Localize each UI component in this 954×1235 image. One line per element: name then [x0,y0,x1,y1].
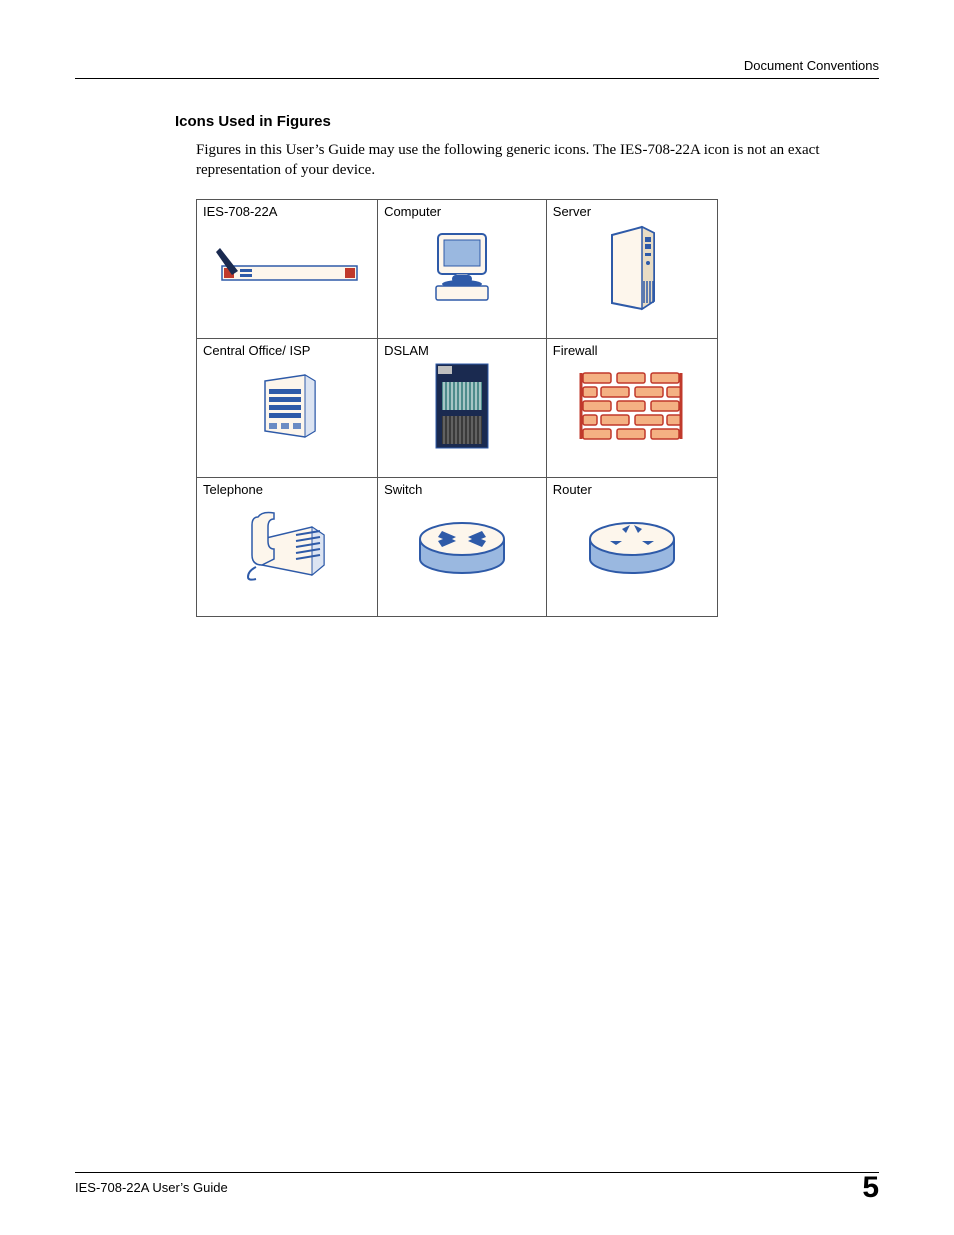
cell-label: Central Office/ ISP [203,343,371,358]
cell-firewall: Firewall [546,339,717,478]
footer-rule [75,1172,879,1173]
computer-icon [384,223,540,313]
firewall-icon [553,362,711,452]
router-icon [553,501,711,591]
icons-table: IES-708-22A Computer [196,199,718,617]
cell-central-office: Central Office/ ISP [197,339,378,478]
cell-dslam: DSLAM [378,339,547,478]
footer-guide-title: IES-708-22A User’s Guide [75,1180,228,1195]
header-right-text: Document Conventions [744,58,879,73]
dslam-icon [384,362,540,452]
central-office-icon [203,362,371,452]
cell-telephone: Telephone [197,478,378,617]
cell-label: IES-708-22A [203,204,371,219]
intro-paragraph: Figures in this User’s Guide may use the… [196,140,836,181]
cell-label: Firewall [553,343,711,358]
cell-label: DSLAM [384,343,540,358]
switch-icon [384,501,540,591]
cell-switch: Switch [378,478,547,617]
cell-ies: IES-708-22A [197,200,378,339]
cell-label: Switch [384,482,540,497]
cell-label: Computer [384,204,540,219]
ies-device-icon [203,223,371,313]
server-icon [553,223,711,313]
cell-server: Server [546,200,717,339]
header-rule [75,78,879,79]
footer-page-number: 5 [862,1171,879,1205]
cell-label: Telephone [203,482,371,497]
cell-computer: Computer [378,200,547,339]
cell-router: Router [546,478,717,617]
telephone-icon [203,501,371,591]
cell-label: Router [553,482,711,497]
cell-label: Server [553,204,711,219]
section-heading: Icons Used in Figures [175,113,331,130]
